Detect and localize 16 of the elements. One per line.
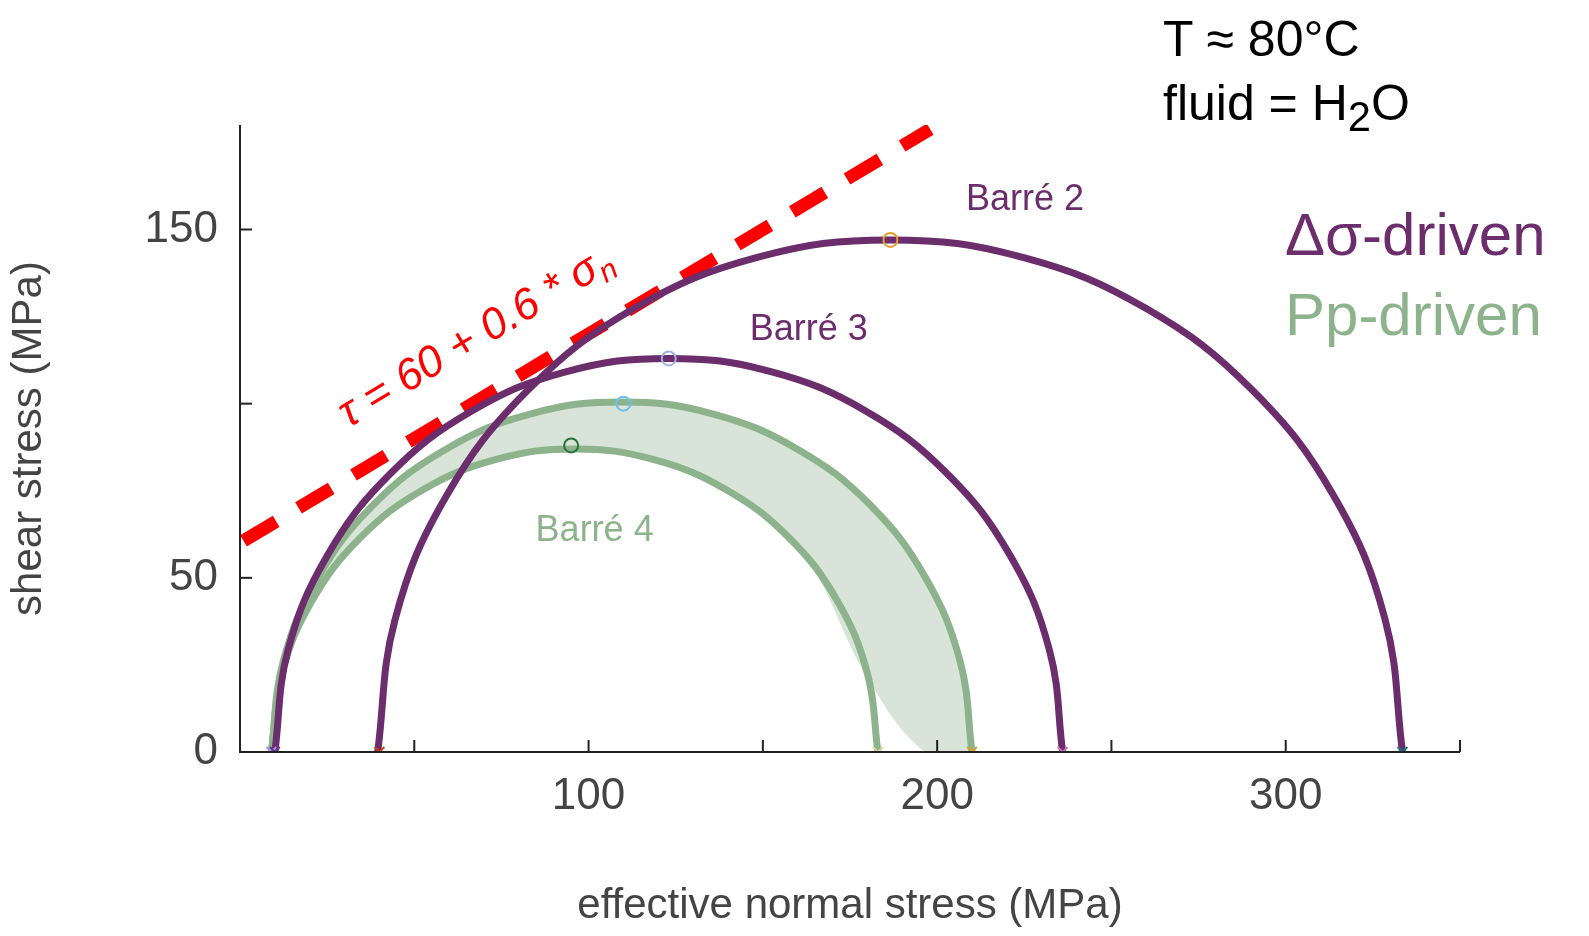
annotation: fluid = H$_{2}$O xyxy=(1163,75,1410,140)
x-axis-title: effective normal stress (MPa) xyxy=(577,880,1123,928)
x-tick-label: 200 xyxy=(900,768,974,818)
y-axis-title: shear stress (MPa) xyxy=(2,261,50,616)
annotation: Pp-driven xyxy=(1285,281,1542,348)
x-tick-label: 300 xyxy=(1249,768,1323,818)
series-label: Barré 2 xyxy=(966,176,1085,218)
series-label: Barré 3 xyxy=(749,307,868,349)
x-tick-label: 100 xyxy=(551,768,626,818)
text: τ = 60 + 0.6 * σn xyxy=(328,241,624,436)
y-tick-label: 0 xyxy=(193,724,218,774)
annotation: Δσ-driven xyxy=(1285,201,1546,268)
series-label: Barré 4 xyxy=(535,507,654,549)
y-tick-label: 150 xyxy=(144,201,218,251)
text: T ≈ 80°C xyxy=(1163,11,1360,67)
y-tick-label: 50 xyxy=(169,549,218,599)
